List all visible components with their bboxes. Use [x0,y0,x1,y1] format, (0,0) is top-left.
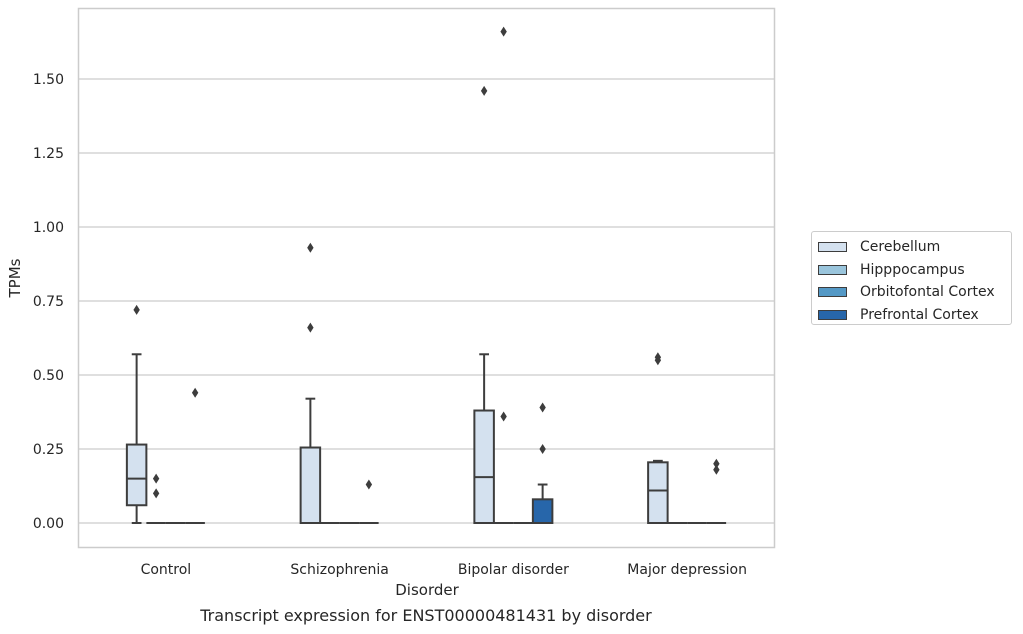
grid-lines [79,78,774,524]
y-tick-label: 0.50 [33,368,64,384]
outlier-point [713,464,720,475]
legend-label: Hipppocampus [860,261,965,278]
x-tick-labels: Control Schizophrenia Bipolar disorder Majo… [141,562,747,578]
y-axis-title: TPMs [6,258,24,298]
plot-frame [77,7,776,549]
box [473,409,495,524]
outlier-point [133,304,140,315]
legend-item: Hipppocampus [818,259,1011,282]
box-group [185,387,205,524]
x-tick-label: Schizophrenia [290,562,388,578]
y-tick-label: 0.00 [33,516,64,532]
x-tick-label: Bipolar disorder [458,562,569,578]
outlier-point [480,85,488,96]
legend-label: Prefrontal Cortex [860,306,979,323]
box-group [473,85,495,524]
y-tick-label: 0.75 [33,294,64,310]
box-marks [125,26,727,525]
legend-swatch [818,242,847,253]
y-tick-label: 1.25 [33,146,64,162]
outlier-point [500,411,507,422]
box-group [706,458,727,524]
box-group [493,26,514,524]
outlier-point [539,402,546,413]
legend-item: Prefrontal Cortex [818,304,1011,327]
outlier-point [307,322,314,333]
x-axis-title: Disorder [395,581,459,599]
y-tick-labels: 0.00 0.25 0.50 0.75 1.00 1.25 1.50 [33,72,64,532]
box [647,461,669,525]
outlier-point [191,387,199,398]
box [531,498,554,525]
figure-caption: Transcript expression for ENST0000048143… [200,606,652,625]
box-group [125,304,148,524]
x-tick-label: Major depression [627,562,747,578]
x-tick-label: Control [141,562,192,578]
y-tick-label: 1.50 [33,72,64,88]
box-group [647,352,669,525]
box [299,446,322,524]
outlier-point [152,473,160,484]
box-group [146,473,166,524]
legend: Cerebellum Hipppocampus Orbitofontal Corte… [811,231,1012,325]
legend-swatch [818,309,847,320]
box-group [531,402,554,525]
legend-label: Orbitofontal Cortex [860,284,995,301]
legend-swatch [818,264,847,275]
outlier-point [152,488,160,499]
box-group [299,242,322,524]
y-tick-label: 0.25 [33,442,64,458]
outlier-point [500,26,507,37]
outlier-point [539,444,546,454]
box-group [359,479,379,524]
outlier-point [654,352,662,363]
legend-label: Cerebellum [860,239,941,256]
box [125,443,148,507]
outlier-point [713,458,720,469]
legend-swatch [818,287,847,298]
legend-item: Orbitofontal Cortex [818,281,1011,304]
outlier-point [307,242,314,253]
outlier-point [365,479,373,490]
y-tick-label: 1.00 [33,220,64,236]
legend-item: Cerebellum [818,236,1011,259]
